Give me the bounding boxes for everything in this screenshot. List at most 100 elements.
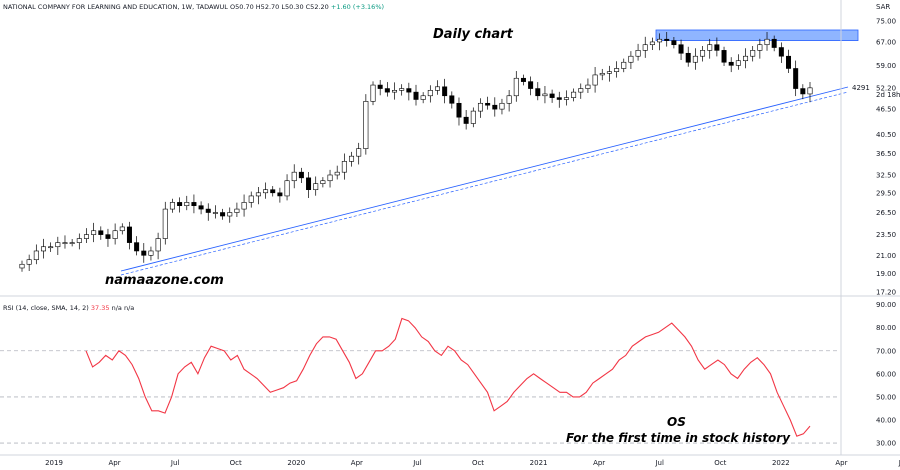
candle [606,65,612,82]
os-label: OS [667,415,686,429]
candle [599,68,605,81]
candle [499,98,505,115]
candle [470,107,476,128]
candle [220,208,226,220]
candle [112,223,118,245]
x-tick-label: Apr [593,459,605,467]
candle [635,43,641,61]
x-tick-label: Jul [654,459,664,467]
candle [485,96,491,110]
price-tick-label: 52.20 [876,84,896,92]
candle [420,92,426,104]
candle [98,226,104,240]
candle [370,81,376,106]
candle [671,36,677,49]
candle [406,82,412,101]
price-tick-label: 59.00 [876,62,896,70]
candle [184,195,190,211]
x-tick-label: Oct [714,459,726,467]
price-tick-label: 19.00 [876,270,896,278]
candle [169,198,175,213]
price-tick-label: 21.00 [876,252,896,260]
candle [549,89,555,103]
candle [212,205,218,219]
candle [48,242,54,252]
candle [248,191,254,208]
candle [563,90,569,106]
candle [62,235,68,249]
candle [313,176,319,196]
candle [227,207,233,223]
candle [263,182,269,199]
price-tick-label: 36.50 [876,150,896,158]
candle [750,46,756,62]
price-tick-label: 29.50 [876,189,896,197]
price-tick-label: 75.00 [876,18,896,26]
candle [413,84,419,106]
candle [327,169,333,188]
candle [556,91,562,108]
x-tick-label: 2019 [45,459,63,467]
candle [728,57,734,73]
candle [664,32,670,47]
candles-layer [19,32,813,272]
candle [700,46,706,62]
candle [528,76,534,96]
candle [255,187,261,205]
candle [621,58,627,73]
x-tick-label: Jul [170,459,180,467]
rsi-tick-label: 30.00 [876,440,896,448]
candle [377,79,383,96]
currency-label: SAR [876,3,890,11]
rsi-value: 37.35 [90,304,110,312]
rsi-line [85,317,811,437]
candle [241,194,247,217]
rsi-tick-label: 80.00 [876,324,896,332]
candle [520,74,526,86]
rsi-header: RSI (14, close, SMA, 14, 2) 37.35 n/a n/… [3,304,134,312]
rsi-label: RSI (14, close, SMA, 14, 2) [3,304,89,312]
candle [270,186,276,197]
candle [341,153,347,180]
candle [456,97,462,126]
candle [628,51,634,69]
candle [571,88,577,102]
candle [778,42,784,63]
candle [642,36,648,58]
candle [349,151,355,167]
candle [306,172,312,198]
candle [477,98,483,118]
candle [205,203,211,221]
candle [334,165,340,180]
candle [800,84,806,100]
candle [363,94,369,155]
rsi-tick-label: 40.00 [876,417,896,425]
candle [148,246,154,261]
ohlc-values: O50.70 H52.70 L50.30 C52.20 [230,3,329,11]
candle [735,54,741,70]
price-tick-label: 23.50 [876,231,896,239]
x-tick-label: Ju [898,459,900,467]
candle [83,228,89,244]
candle [657,33,663,51]
resistance-zone [655,29,859,41]
candle [714,37,720,57]
candle [506,89,512,112]
candle [356,142,362,165]
chart-header: NATIONAL COMPANY FOR LEARNING AND EDUCAT… [3,3,384,11]
candle [284,174,290,201]
x-tick-label: Apr [351,459,363,467]
candle [55,236,61,256]
candle [721,46,727,66]
candle [320,177,326,188]
candle [234,202,240,217]
rsi-na: n/a n/a [111,304,135,312]
candle [757,38,763,59]
candle [155,232,161,260]
candle [707,38,713,59]
os-note: For the first time in stock history [566,431,791,445]
candle [427,85,433,103]
candle [40,238,46,259]
candle [162,201,168,245]
candle [513,71,519,102]
